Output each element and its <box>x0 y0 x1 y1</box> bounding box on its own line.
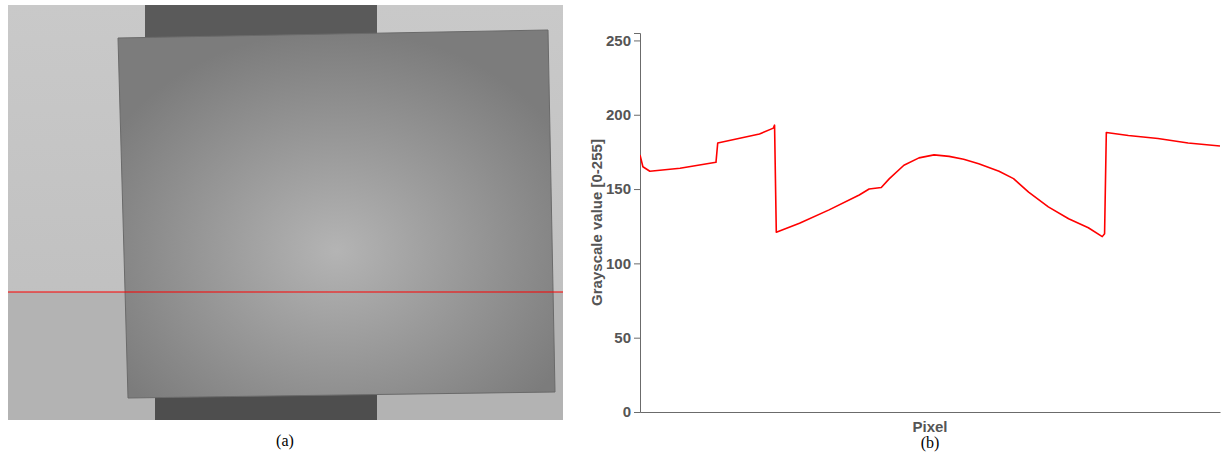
y-tick-mark <box>634 189 640 190</box>
y-tick: 0 <box>623 403 640 420</box>
photo-panel <box>8 5 563 420</box>
y-tick-mark <box>634 263 640 264</box>
plot-area <box>640 125 1220 236</box>
specimen <box>118 30 555 398</box>
y-tick: 100 <box>606 255 640 272</box>
y-tick-label: 150 <box>606 180 631 197</box>
y-tick: 150 <box>606 180 640 197</box>
y-axis-line <box>634 34 641 413</box>
y-tick: 50 <box>614 329 640 346</box>
profile-line <box>8 291 563 292</box>
photo-background <box>8 5 563 420</box>
y-tick-label: 200 <box>606 106 631 123</box>
y-axis-title: Grayscale value [0-255] <box>588 139 605 306</box>
y-tick-label: 0 <box>623 403 631 420</box>
canvas: (a) 0 50 100 150 200 250 Pixel Grayscale value [… <box>0 0 1225 453</box>
y-tick-mark <box>634 412 640 413</box>
x-axis-line <box>641 412 1221 413</box>
y-tick-label: 50 <box>614 329 631 346</box>
y-tick: 200 <box>606 106 640 123</box>
panel-caption: (a) <box>276 432 294 450</box>
y-tick-label: 250 <box>606 32 631 49</box>
y-tick-label: 100 <box>606 255 631 272</box>
panel-caption: (b) <box>921 434 940 452</box>
data-line <box>640 125 1220 236</box>
y-tick-mark <box>634 338 640 339</box>
y-tick-mark <box>634 115 640 116</box>
x-axis <box>641 412 1221 413</box>
y-tick: 250 <box>606 32 640 49</box>
x-axis-title: Pixel <box>912 418 947 435</box>
y-tick-mark <box>634 40 640 41</box>
y-axis: 0 50 100 150 200 250 <box>606 32 641 421</box>
